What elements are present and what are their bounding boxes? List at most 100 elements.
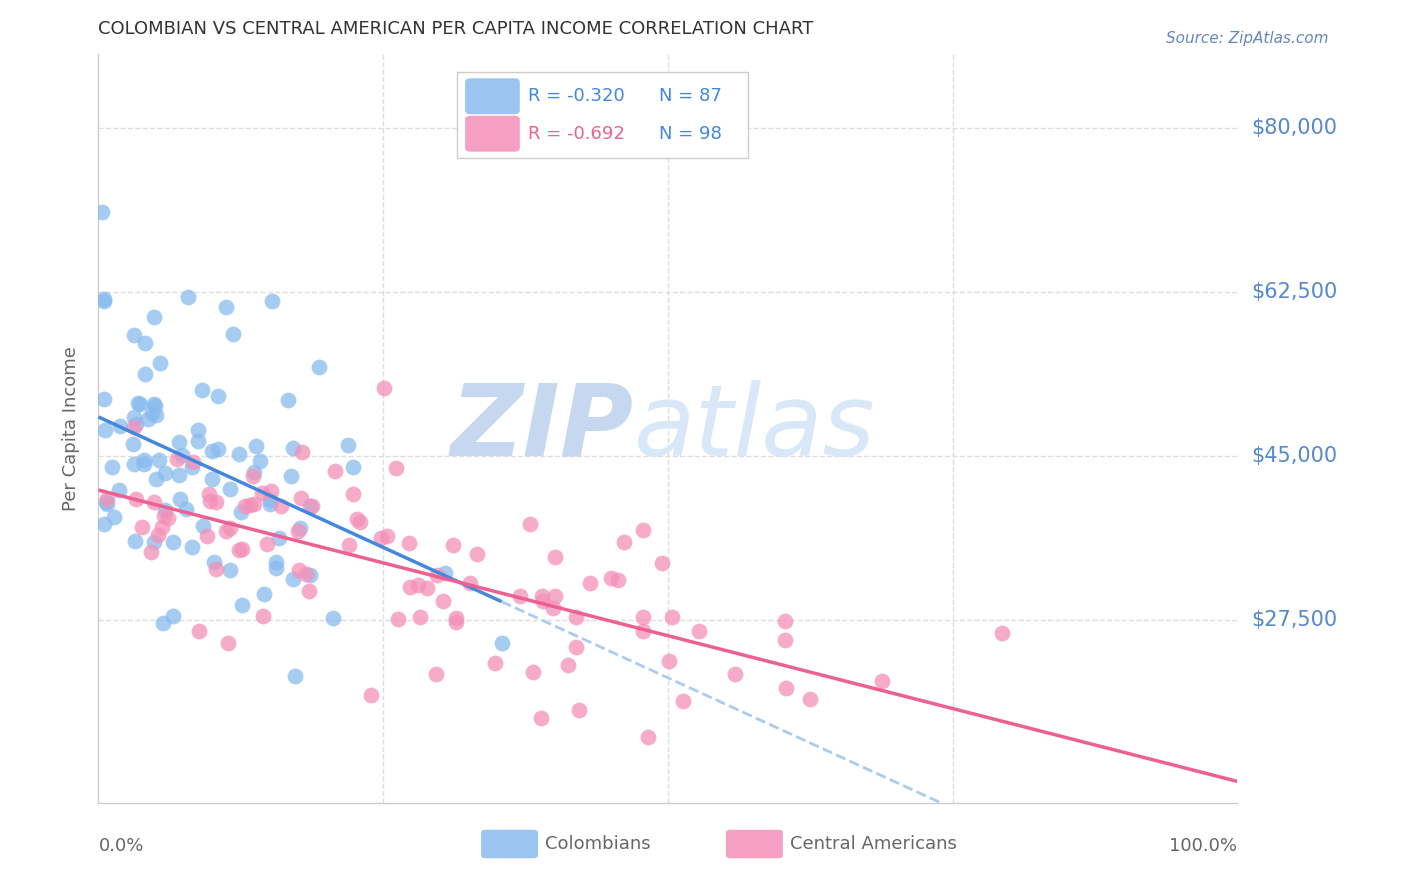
Point [198, 494, 221, 508]
Point [530, 710, 553, 724]
Point [124, 491, 146, 506]
Point [96, 491, 118, 506]
Point [148, 452, 170, 467]
Point [631, 523, 654, 537]
Point [198, 486, 221, 500]
Point [188, 624, 211, 638]
Point [143, 494, 166, 508]
Point [564, 640, 586, 654]
Point [280, 469, 302, 483]
Point [509, 590, 531, 604]
Point [408, 610, 430, 624]
Point [217, 636, 239, 650]
Point [290, 491, 312, 505]
Point [444, 611, 467, 625]
Point [658, 654, 681, 668]
Point [134, 452, 156, 467]
Point [360, 688, 382, 702]
Point [231, 598, 253, 612]
Point [233, 499, 256, 513]
Point [122, 457, 145, 471]
Point [277, 393, 299, 408]
Point [193, 519, 215, 533]
Point [132, 457, 155, 471]
Point [253, 587, 276, 601]
Point [228, 542, 250, 557]
Point [671, 694, 693, 708]
Point [269, 532, 291, 546]
FancyBboxPatch shape [465, 78, 520, 114]
Point [153, 508, 176, 523]
Point [444, 615, 467, 629]
Point [287, 524, 309, 538]
Point [519, 516, 541, 531]
Text: 100.0%: 100.0% [1170, 837, 1237, 855]
Point [149, 355, 172, 369]
Point [264, 555, 287, 569]
Point [122, 328, 145, 343]
Point [337, 538, 360, 552]
Point [202, 555, 225, 569]
Point [205, 495, 228, 509]
Point [141, 406, 163, 420]
Point [174, 502, 197, 516]
Text: $27,500: $27,500 [1251, 610, 1337, 630]
Point [93, 294, 115, 309]
Point [205, 562, 228, 576]
Point [110, 419, 132, 434]
Point [323, 464, 346, 478]
Point [295, 566, 318, 581]
Point [281, 441, 304, 455]
Point [544, 550, 567, 565]
Point [218, 563, 240, 577]
Point [167, 435, 190, 450]
Point [288, 563, 311, 577]
Point [599, 571, 621, 585]
Point [136, 411, 159, 425]
Point [531, 594, 554, 608]
Point [94, 495, 117, 509]
Point [122, 419, 145, 434]
Point [398, 535, 420, 549]
Text: COLOMBIAN VS CENTRAL AMERICAN PER CAPITA INCOME CORRELATION CHART: COLOMBIAN VS CENTRAL AMERICAN PER CAPITA… [98, 21, 814, 38]
Point [298, 568, 321, 582]
Text: N = 98: N = 98 [659, 125, 721, 143]
Point [122, 436, 145, 450]
Point [432, 593, 454, 607]
Point [243, 496, 266, 510]
Point [93, 392, 115, 407]
Point [187, 434, 209, 448]
Point [125, 417, 148, 432]
Point [145, 472, 167, 486]
Point [152, 615, 174, 630]
Point [93, 292, 115, 306]
Point [408, 578, 430, 592]
Point [491, 636, 513, 650]
Point [460, 576, 482, 591]
Point [153, 467, 176, 481]
Point [157, 511, 180, 525]
Point [799, 692, 821, 706]
Point [242, 465, 264, 479]
Point [298, 500, 321, 514]
Point [557, 658, 579, 673]
Point [661, 610, 683, 624]
Point [197, 529, 219, 543]
Text: Colombians: Colombians [546, 835, 651, 853]
Point [259, 497, 281, 511]
Point [93, 516, 115, 531]
Point [139, 545, 162, 559]
Point [252, 609, 274, 624]
Point [283, 572, 305, 586]
Point [145, 409, 167, 423]
Point [228, 447, 250, 461]
Point [122, 410, 145, 425]
Point [775, 681, 797, 695]
Text: $80,000: $80,000 [1251, 119, 1337, 138]
Point [543, 601, 565, 615]
Text: Central Americans: Central Americans [790, 835, 956, 853]
Point [219, 521, 242, 535]
FancyBboxPatch shape [725, 830, 783, 858]
Point [153, 502, 176, 516]
Point [222, 326, 245, 341]
